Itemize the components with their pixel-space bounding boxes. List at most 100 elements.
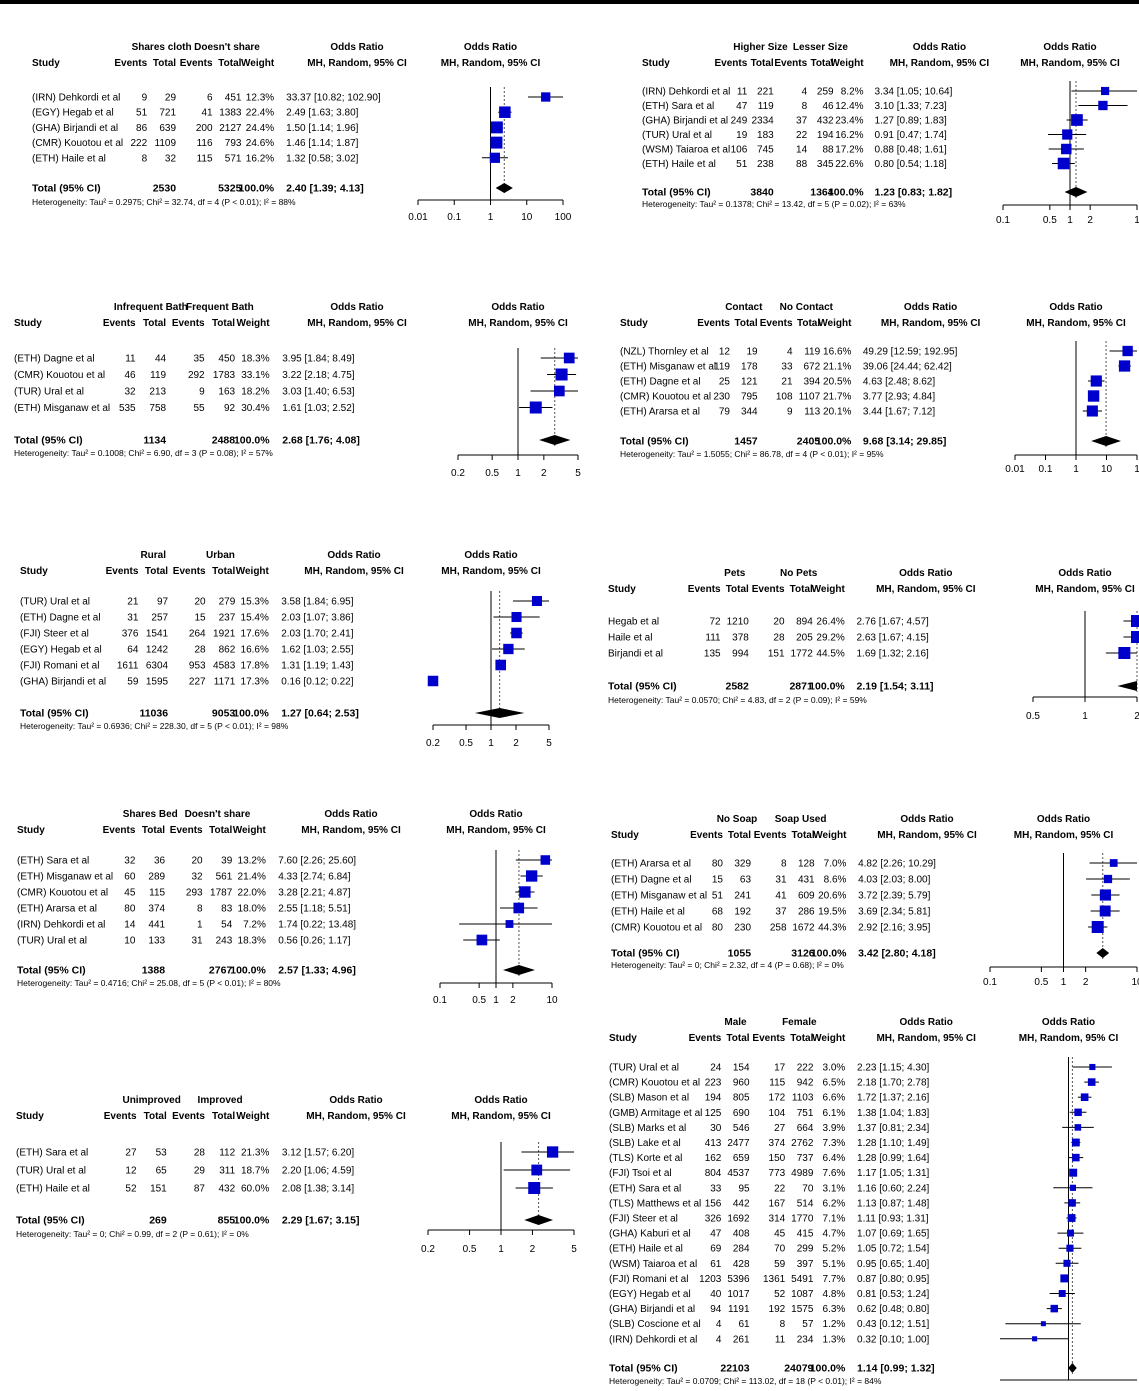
total1-value: 2477 — [727, 1138, 750, 1149]
total1-header: Total — [142, 825, 165, 836]
total1-value: 795 — [741, 392, 758, 403]
total2-header: Total — [797, 318, 820, 329]
events1-value: 80 — [712, 859, 724, 870]
odds-ratio-ci-text: 1.50 [1.14; 1.96] — [286, 123, 359, 134]
events2-value: 8 — [197, 904, 203, 915]
total2-value: 942 — [797, 1078, 814, 1089]
weight-value: 22.4% — [246, 108, 274, 119]
total1-header: Total — [734, 318, 757, 329]
x-tick-label: 0.2 — [451, 468, 465, 479]
events2-value: 20 — [191, 856, 203, 867]
weight-value: 6.6% — [823, 1093, 846, 1104]
plot-method-header: MH, Random, 95% CI — [446, 825, 546, 836]
events1-value: 222 — [130, 138, 147, 149]
events1-value: 4 — [716, 1334, 722, 1345]
plot-odds-ratio-header: Odds Ratio — [491, 302, 544, 313]
events1-value: 30 — [710, 1123, 722, 1134]
study-name: (CMR) Kouotou et al — [17, 888, 108, 899]
study-name: (TUR) Ural et al — [642, 130, 712, 141]
total2-value: 222 — [797, 1063, 814, 1074]
heterogeneity-text: Heterogeneity: Tau² = 0.1008; Chi² = 6.9… — [14, 448, 273, 458]
total2-value: 205 — [796, 633, 813, 644]
odds-ratio-ci-text: 1.72 [1.37; 2.16] — [857, 1093, 930, 1104]
odds-ratio-header: Odds Ratio — [329, 1095, 382, 1106]
events1-value: 249 — [731, 116, 748, 127]
events1-value: 230 — [713, 392, 730, 403]
method-header: MH, Random, 95% CI — [301, 825, 401, 836]
group1-header: Pets — [724, 568, 746, 579]
study-name: (ETH) Haile et al — [609, 1244, 683, 1255]
events2-value: 172 — [769, 1093, 786, 1104]
plot-method-header: MH, Random, 95% CI — [468, 318, 568, 329]
events1-value: 12 — [719, 347, 731, 358]
weight-value: 17.6% — [241, 629, 269, 640]
weight-value: 16.2% — [835, 130, 863, 141]
total1-value: 960 — [733, 1078, 750, 1089]
x-tick-label: 5 — [575, 468, 581, 479]
study-name: (IRN) Dehkordi et al — [609, 1334, 697, 1345]
total1-value: 659 — [733, 1153, 750, 1164]
events2-value: 41 — [201, 108, 213, 119]
plot-odds-ratio-header: Odds Ratio — [1049, 302, 1102, 313]
study-point — [505, 920, 514, 928]
study-header: Study — [16, 1111, 44, 1122]
odds-ratio-ci-text: 1.74 [0.22; 13.48] — [278, 920, 356, 931]
weight-value: 18.3% — [241, 354, 269, 365]
study-name: (CMR) Kouotou et al — [32, 138, 123, 149]
x-tick-label: 10 — [546, 995, 558, 1006]
total-label: Total (95% CI) — [32, 183, 101, 195]
odds-ratio-ci-text: 3.12 [1.57; 6.20] — [282, 1148, 355, 1159]
study-point — [1074, 1108, 1082, 1117]
total1-value: 241 — [734, 891, 751, 902]
total2-value: 664 — [797, 1123, 814, 1134]
odds-ratio-ci-text: 39.06 [24.44; 62.42] — [863, 362, 952, 373]
study-name: (SLB) Marks et al — [609, 1123, 686, 1134]
events1-value: 60 — [124, 872, 136, 883]
events2-value: 21 — [781, 377, 793, 388]
total1-value: 154 — [733, 1063, 750, 1074]
events1-value: 79 — [719, 407, 731, 418]
weight-value: 8.6% — [824, 875, 847, 886]
pooled-diamond — [1091, 436, 1121, 446]
odds-ratio-header: Odds Ratio — [900, 814, 953, 825]
total2-value: 92 — [224, 403, 236, 414]
total1-value: 5396 — [727, 1274, 750, 1285]
weight-value: 26.4% — [816, 617, 844, 628]
events2-value: 200 — [196, 123, 213, 134]
study-name: (ETH) Haile et al — [32, 153, 106, 164]
study-name: (EGY) Hegab et al — [32, 108, 114, 119]
weight-value: 3.1% — [823, 1183, 846, 1194]
total2-value: 1672 — [792, 923, 815, 934]
total2-value: 432 — [817, 116, 834, 127]
study-point — [1058, 1290, 1066, 1297]
x-tick-label: 0.2 — [426, 738, 440, 749]
events1-value: 194 — [705, 1093, 722, 1104]
pooled-diamond — [539, 435, 571, 445]
total1-value: 546 — [733, 1123, 750, 1134]
x-tick-label: 0.01 — [408, 212, 428, 223]
total2-value: 431 — [798, 875, 815, 886]
events2-value: 32 — [191, 872, 203, 883]
weight-value: 44.3% — [818, 923, 846, 934]
study-name: (SLB) Lake et al — [609, 1138, 681, 1149]
total1-value: 44 — [155, 354, 167, 365]
study-point — [525, 870, 538, 882]
events2-value: 87 — [194, 1184, 206, 1195]
events2-value: 22 — [796, 130, 808, 141]
top-cut-text: p — [0, 0, 9, 5]
total1-value: 2334 — [751, 116, 774, 127]
study-point — [1061, 143, 1072, 155]
method-header: MH, Random, 95% CI — [307, 58, 407, 69]
events1-value: 61 — [710, 1259, 722, 1270]
heterogeneity-text: Heterogeneity: Tau² = 0; Chi² = 0.99, df… — [16, 1229, 249, 1239]
study-name: (WSM) Taiaroa et al — [609, 1259, 697, 1270]
events1-value: 51 — [736, 159, 748, 170]
total-weight: 100.0% — [816, 436, 852, 448]
total2-value: 1087 — [791, 1289, 814, 1300]
weight-value: 1.2% — [823, 1319, 846, 1330]
weight-value: 24.6% — [246, 138, 274, 149]
study-point — [1099, 889, 1112, 901]
study-point — [1032, 1336, 1038, 1342]
weight-value: 33.1% — [241, 370, 269, 381]
